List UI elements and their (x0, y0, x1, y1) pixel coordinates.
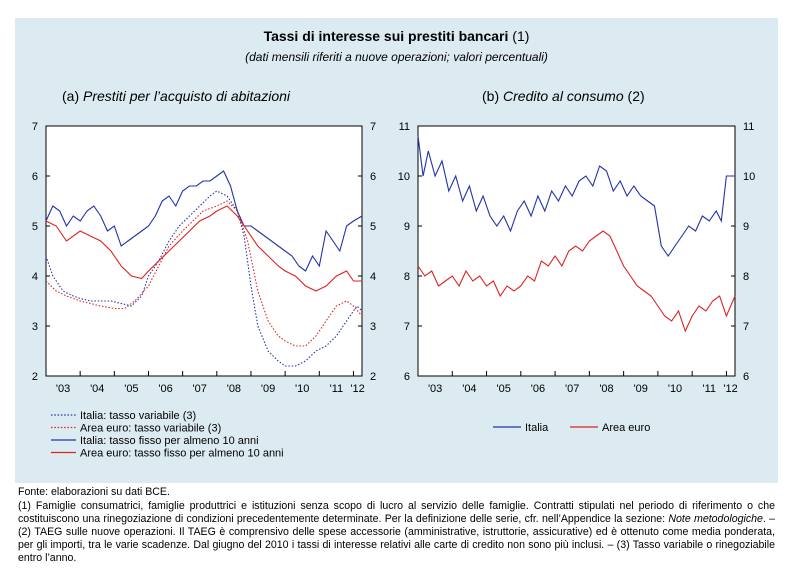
panel-a-legend-label-1: Italia: tasso variabile (3) (80, 410, 196, 422)
footer-notes: Fonte: elaborazioni su dati BCE. (1) Fam… (15, 483, 778, 574)
panel-a-xtick-label: '06 (158, 383, 172, 395)
panel-b-series-line-2 (417, 230, 736, 333)
panel-b-ytick-label-left: 9 (404, 221, 410, 233)
panel-b-xtick-label: '05 (497, 383, 511, 395)
panel-b-legend-label-1: Italia (525, 422, 549, 434)
panel-b-ytick-label-left: 7 (404, 321, 410, 333)
panel-b-note: (2) (627, 88, 645, 104)
panel-b-ytick-label-left: 10 (398, 171, 410, 183)
panel-b-ytick-label-right: 9 (743, 221, 749, 233)
panel-a-prefix: (a) (62, 88, 80, 104)
panel-b-ytick-label-left: 6 (404, 371, 410, 383)
figure-panel: Tassi di interesse sui prestiti bancari … (15, 18, 778, 574)
panel-b-xtick-label: '10 (668, 383, 682, 395)
panel-a-xtick-label: '05 (124, 383, 138, 395)
panel-a-plot-area (45, 125, 363, 377)
footer-source: Fonte: elaborazioni su dati BCE. (18, 486, 170, 498)
panel-b-xtick-label: '07 (565, 383, 579, 395)
panel-b-ytick-label-right: 7 (743, 321, 749, 333)
panel-b-ytick-label-right: 6 (743, 371, 749, 383)
panel-a-xtick-label: '04 (90, 383, 104, 395)
panel-b-ytick-label-right: 10 (743, 171, 755, 183)
panel-b-ytick-label-left: 8 (404, 271, 410, 283)
figure-title-note: (1) (512, 28, 530, 44)
footer-notes-part2: . – (2) TAEG sulle nuove operazioni. Il … (18, 513, 776, 564)
panel-a-xtick-label: '08 (227, 383, 241, 395)
panel-a-ytick-label-left: 5 (32, 221, 38, 233)
panel-a-xtick-label: '11 (330, 383, 344, 395)
panel-a-series-line-1 (45, 190, 363, 367)
panel-a-ytick-label-left: 4 (32, 271, 38, 283)
panel-b-series-line-1 (417, 135, 735, 257)
charts-canvas: 2 2 3 3 4 4 5 5 6 6 7 7 '03 '04 '05 '06 '07 '08 '09 '10 '11 '… (32, 121, 755, 460)
panel-a-legend-label-4: Area euro: tasso fisso per almeno 10 ann… (80, 448, 284, 460)
panel-b-ytick-label-left: 11 (399, 121, 410, 133)
panel-a-name: Prestiti per l’acquisto di abitazioni (83, 88, 291, 104)
panel-a-series-line-2 (45, 200, 363, 347)
figure-subtitle: (dati mensili riferiti a nuove operazion… (245, 50, 548, 64)
panel-a-ytick-label-left: 6 (32, 171, 38, 183)
panel-a-ytick-label-right: 4 (370, 271, 376, 283)
footer-notes-italic: Note metodologiche (668, 513, 763, 525)
panel-b-xtick-label: '04 (462, 383, 476, 395)
panel-a-ytick-label-right: 3 (370, 321, 376, 333)
panel-b-xtick-label: '12 (723, 383, 737, 395)
panel-a-ytick-label-right: 6 (370, 171, 376, 183)
panel-a-ytick-label-left: 7 (32, 121, 38, 133)
panel-a-ytick-label-right: 2 (370, 371, 376, 383)
panel-a-ytick-label-right: 5 (370, 221, 376, 233)
panel-b-xtick-label: '09 (634, 383, 648, 395)
panel-a-xtick-label: '12 (350, 383, 364, 395)
panel-b-xtick-label: '08 (599, 383, 613, 395)
panel-a-ytick-label-left: 3 (32, 321, 38, 333)
panel-a-legend-label-3: Italia: tasso fisso per almeno 10 anni (80, 435, 259, 447)
panel-b-ytick-label-right: 11 (743, 121, 754, 133)
panel-b-legend-label-2: Area euro (602, 422, 650, 434)
panel-a-ytick-label-left: 2 (32, 371, 38, 383)
panel-a-legend-label-2: Area euro: tasso variabile (3) (80, 423, 221, 435)
figure-title: Tassi di interesse sui prestiti bancari … (15, 28, 778, 44)
panel-a-xtick-label: '09 (261, 383, 275, 395)
panel-b-xtick-label: '11 (703, 383, 717, 395)
panel-a-ytick-label-right: 7 (370, 121, 376, 133)
panel-a-title: (a) Prestiti per l’acquisto di abitazion… (62, 88, 290, 104)
panel-b-prefix: (b) (482, 88, 500, 104)
panel-b-ytick-label-right: 8 (743, 271, 749, 283)
panel-a-series-line-3 (45, 170, 363, 272)
footer-notes-part1: (1) Famiglie consumatrici, famiglie prod… (18, 500, 775, 525)
panel-b-plot-area (417, 125, 736, 377)
panel-a-xtick-label: '07 (193, 383, 207, 395)
panel-b-xtick-label: '03 (428, 383, 442, 395)
panel-a-series-line-4 (45, 205, 362, 292)
panel-b-name: Credito al consumo (503, 88, 624, 104)
panel-a-xtick-label: '03 (56, 383, 70, 395)
panel-b-xtick-label: '06 (531, 383, 545, 395)
panel-b-title: (b) Credito al consumo (2) (482, 88, 645, 104)
footer-text: (1) Famiglie consumatrici, famiglie prod… (18, 500, 775, 565)
figure-title-main: Tassi di interesse sui prestiti bancari (263, 28, 509, 44)
panel-a-xtick-label: '10 (295, 383, 309, 395)
